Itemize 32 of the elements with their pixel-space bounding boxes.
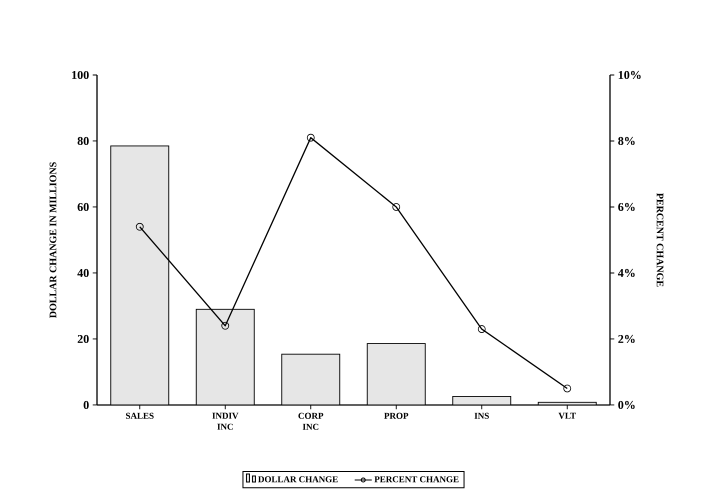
y-tick-label: 0 — [84, 400, 89, 410]
point — [392, 203, 400, 211]
y-tick-label: 60 — [78, 202, 89, 212]
point — [306, 134, 315, 142]
x-tick-label: VLT — [558, 412, 576, 419]
point — [221, 322, 230, 330]
x-tick-label: SALES — [126, 412, 154, 419]
y-tick-label: 80 — [78, 136, 89, 146]
x-tick-label: INDIV INC — [212, 412, 238, 430]
y2-tick-label: 8% — [618, 136, 635, 146]
point — [563, 384, 572, 392]
bar — [366, 343, 426, 405]
y2-axis-title: PERCENT CHANGE — [656, 193, 664, 287]
y-tick-label: 20 — [78, 334, 89, 344]
bar — [281, 354, 340, 405]
legend-label: PERCENT CHANGE — [374, 476, 459, 482]
y-axis-title: DOLLAR CHANGE IN MILLIONS — [50, 162, 56, 318]
x-tick-label: INS — [474, 412, 489, 419]
y2-tick-label: 4% — [618, 268, 635, 278]
y2-tick-label: 0% — [618, 400, 635, 410]
legend-label: DOLLAR CHANGE — [258, 476, 338, 482]
point — [136, 222, 144, 231]
bar — [196, 308, 255, 405]
point — [478, 325, 486, 333]
y2-tick-label: 10% — [618, 70, 641, 80]
y-tick-label: 40 — [77, 268, 89, 278]
x-tick-label: CORP INC — [298, 412, 324, 430]
y2-tick-label: 6% — [618, 202, 635, 212]
bar — [110, 146, 169, 405]
y2-tick-label: 2% — [618, 334, 635, 344]
y-tick-label: 100 — [72, 70, 89, 80]
x-tick-label: PROP — [384, 412, 408, 419]
